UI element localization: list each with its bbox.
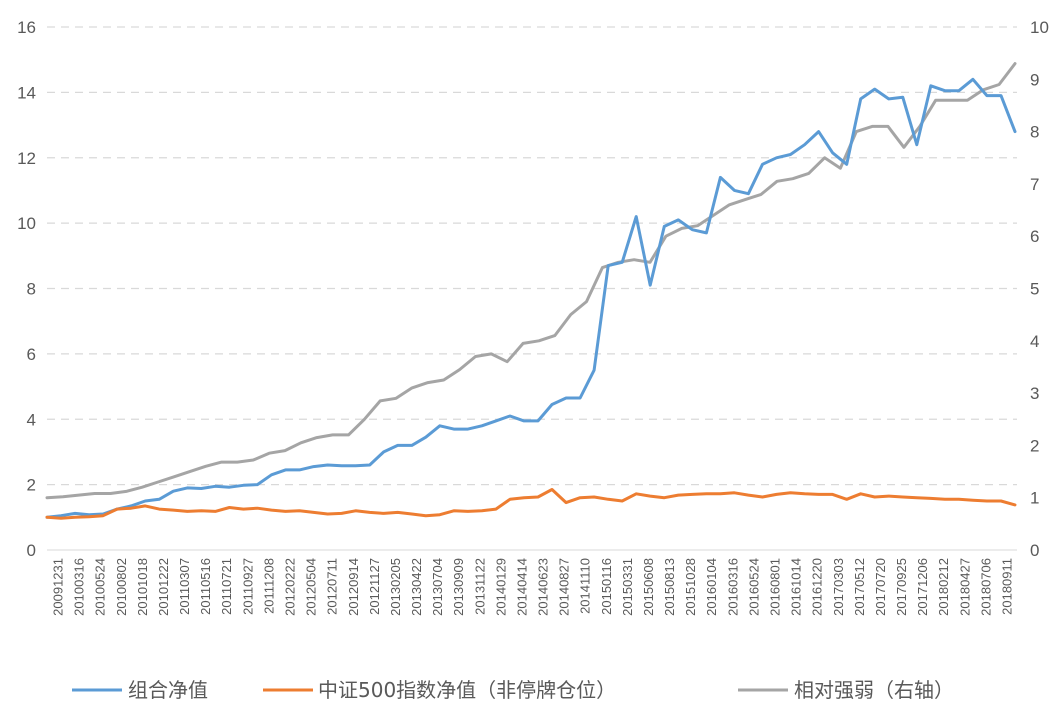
- x-tick-label: 20140129: [493, 558, 508, 616]
- x-tick-label: 20111208: [261, 558, 276, 614]
- x-tick-label: 20151028: [683, 558, 698, 616]
- x-tick-label: 20170512: [852, 558, 867, 616]
- gridlines: [47, 26, 1017, 486]
- x-tick-label: 20130422: [409, 558, 424, 616]
- x-tick-label: 20160104: [704, 558, 719, 616]
- y-tick-label: 4: [27, 410, 36, 429]
- x-tick-label: 20170720: [873, 558, 888, 616]
- x-tick-label: 20130205: [388, 558, 403, 616]
- x-tick-label: 20171206: [915, 558, 930, 616]
- y-tick-label: 8: [27, 280, 36, 299]
- series-lines: [45, 62, 1017, 520]
- x-tick-label: 20180212: [936, 558, 951, 616]
- x-tick-label: 20161014: [789, 558, 804, 616]
- x-tick-label: 20161220: [810, 558, 825, 616]
- left-y-axis: 0 2 4 6 8 10 12 14 16: [17, 18, 36, 560]
- x-tick-label: 20150813: [662, 558, 677, 616]
- x-tick-label: 20180427: [957, 558, 972, 616]
- x-tick-label: 20160316: [725, 558, 740, 616]
- x-axis: 20091231 20100316 20100524 20100802 20101018…: [51, 558, 1015, 616]
- y2-tick-label: 10: [1030, 18, 1049, 37]
- x-tick-label: 20170303: [831, 558, 846, 616]
- x-tick-label: 20140623: [536, 558, 551, 616]
- y2-tick-label: 6: [1030, 227, 1039, 246]
- x-tick-label: 20120222: [283, 558, 298, 616]
- x-tick-label: 20120914: [346, 558, 361, 616]
- x-tick-label: 20160524: [746, 558, 761, 616]
- x-tick-label: 20110516: [198, 558, 213, 615]
- x-tick-label: 20100524: [93, 558, 108, 616]
- x-tick-label: 20110307: [177, 558, 192, 615]
- legend-label-csi500: 中证500指数净值（非停牌仓位）: [318, 678, 616, 702]
- y2-tick-label: 5: [1030, 280, 1039, 299]
- x-tick-label: 20150608: [641, 558, 656, 616]
- x-tick-label: 20100802: [114, 558, 129, 616]
- y2-tick-label: 4: [1030, 332, 1039, 351]
- x-tick-label: 20130704: [430, 558, 445, 616]
- legend-item-portfolio: 组合净值: [72, 678, 208, 702]
- y-tick-label: 2: [27, 476, 36, 495]
- series-line-0: [45, 77, 1017, 519]
- y-tick-label: 6: [27, 345, 36, 364]
- y2-tick-label: 8: [1030, 123, 1039, 142]
- x-tick-label: 20131122: [472, 558, 487, 615]
- y-tick-label: 14: [17, 83, 36, 102]
- x-tick-label: 20180706: [978, 558, 993, 616]
- x-tick-label: 20091231: [51, 558, 66, 616]
- y-tick-label: 10: [17, 214, 36, 233]
- y2-tick-label: 7: [1030, 175, 1039, 194]
- legend-item-relative-strength: 相对强弱（右轴）: [738, 678, 954, 702]
- x-tick-label: 20120504: [304, 558, 319, 616]
- x-tick-label: 20110927: [240, 558, 255, 615]
- x-tick-label: 20141110: [578, 558, 593, 614]
- x-tick-label: 20120711: [325, 558, 340, 615]
- x-tick-label: 20140414: [514, 558, 529, 616]
- x-tick-label: 20150116: [599, 558, 614, 615]
- legend-label-portfolio: 组合净值: [128, 678, 208, 702]
- x-tick-label: 20100316: [72, 558, 87, 616]
- y2-tick-label: 9: [1030, 70, 1039, 89]
- right-y-axis: 0 1 2 3 4 5 6 7 8 9 10: [1030, 18, 1049, 560]
- y2-tick-label: 1: [1030, 489, 1039, 508]
- x-tick-label: 20130909: [451, 558, 466, 616]
- x-tick-label: 20170925: [894, 558, 909, 616]
- x-tick-label: 20150331: [620, 558, 635, 616]
- y-tick-label: 12: [17, 149, 36, 168]
- y2-tick-label: 0: [1030, 541, 1039, 560]
- legend-item-csi500: 中证500指数净值（非停牌仓位）: [263, 678, 616, 702]
- y2-tick-label: 2: [1030, 436, 1039, 455]
- x-tick-label: 20101018: [135, 558, 150, 616]
- x-tick-label: 20110721: [219, 558, 234, 615]
- y-tick-label: 0: [27, 541, 36, 560]
- x-tick-label: 20121127: [367, 558, 382, 615]
- y2-tick-label: 3: [1030, 384, 1039, 403]
- x-tick-label: 20180911: [999, 558, 1014, 615]
- legend: 组合净值 中证500指数净值（非停牌仓位） 相对强弱（右轴）: [72, 678, 954, 702]
- x-tick-label: 20160801: [768, 558, 783, 616]
- series-line-2: [45, 62, 1017, 500]
- x-tick-label: 20140827: [557, 558, 572, 616]
- series-line-1: [45, 488, 1017, 520]
- legend-label-relative-strength: 相对强弱（右轴）: [794, 678, 954, 702]
- y-tick-label: 16: [17, 18, 36, 37]
- x-tick-label: 20101222: [156, 558, 171, 616]
